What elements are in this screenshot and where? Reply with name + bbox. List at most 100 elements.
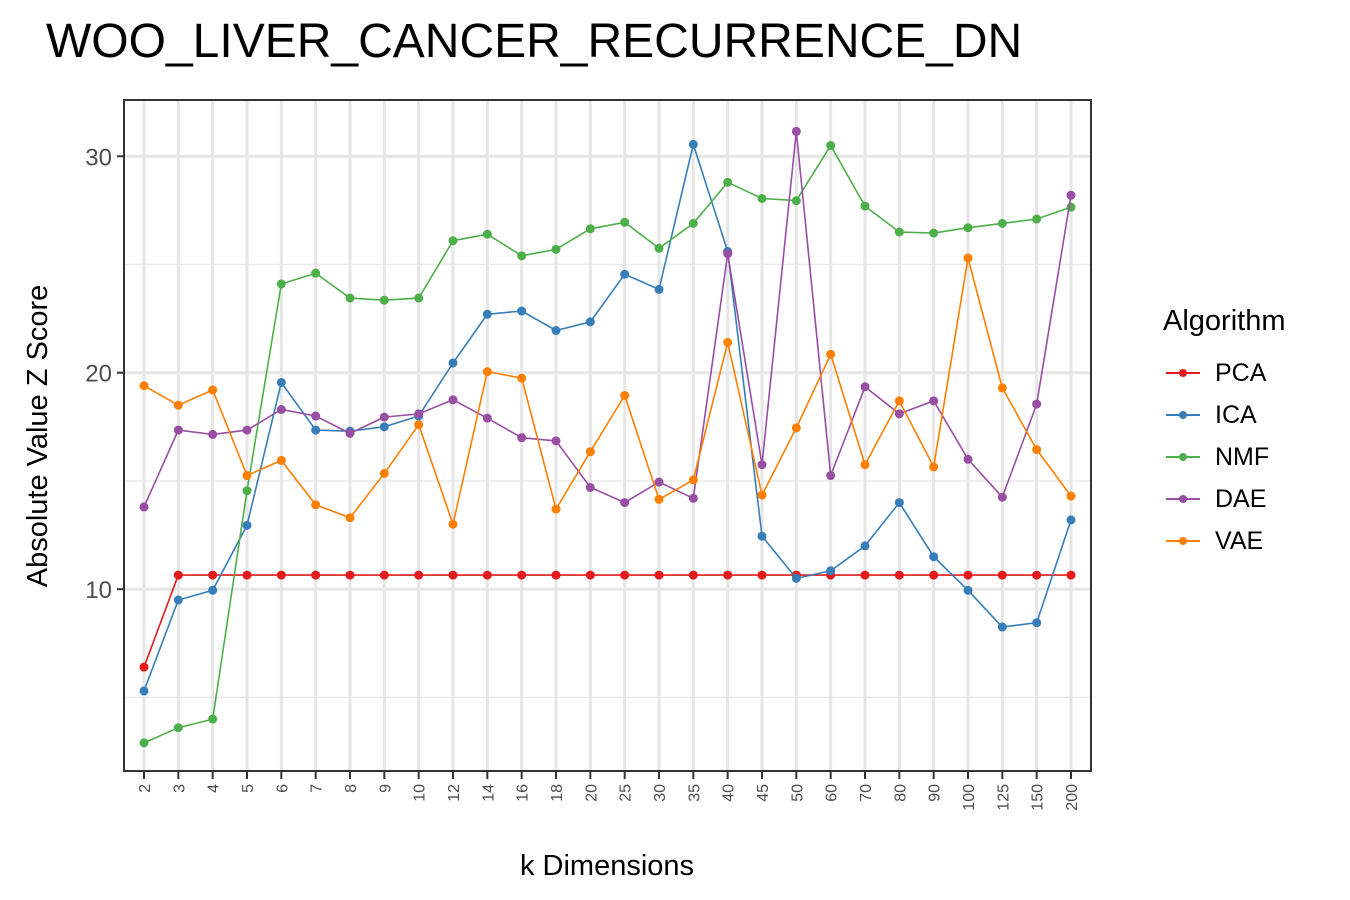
ica-point [276, 377, 286, 387]
nmf-point [482, 229, 492, 239]
vae-point [311, 500, 321, 510]
pca-point [963, 570, 973, 580]
pca-point [585, 570, 595, 580]
legend-label-nmf: NMF [1215, 442, 1270, 471]
ica-point [208, 585, 218, 595]
pca-point [173, 570, 183, 580]
dae-point [517, 433, 527, 443]
legend-key-dae [1163, 489, 1203, 509]
legend: Algorithm PCA ICA NMF DAE VAE [1163, 305, 1286, 562]
ica-point [688, 139, 698, 149]
nmf-point [723, 177, 733, 187]
pca-point [208, 570, 218, 580]
nmf-point [620, 217, 630, 227]
legend-key-ica [1163, 405, 1203, 425]
vae-point [448, 519, 458, 529]
x-tick-label: 70 [858, 784, 875, 802]
dae-point [482, 413, 492, 423]
pca-point [517, 570, 527, 580]
nmf-point [791, 196, 801, 206]
legend-label-dae: DAE [1215, 484, 1267, 513]
dae-point [345, 428, 355, 438]
dae-point [208, 429, 218, 439]
dae-line [143, 131, 1072, 508]
dae-point [723, 249, 733, 259]
nmf-point [894, 227, 904, 237]
x-tick-label: 3 [171, 784, 188, 793]
pca-point [345, 570, 355, 580]
ica-point [963, 585, 973, 595]
dae-point [688, 493, 698, 503]
series-vae [139, 253, 1076, 529]
dae-point [448, 395, 458, 405]
legend-key-nmf [1163, 447, 1203, 467]
series-pca [139, 570, 1076, 672]
vae-point [1066, 491, 1076, 501]
legend-title: Algorithm [1163, 305, 1286, 337]
nmf-point [585, 224, 595, 234]
vae-point [551, 504, 561, 514]
legend-item-ica: ICA [1163, 394, 1286, 436]
ica-point [517, 306, 527, 316]
x-tick-label: 60 [824, 784, 841, 802]
legend-label-pca: PCA [1215, 358, 1267, 387]
legend-label-vae: VAE [1215, 526, 1264, 555]
ica-point [894, 498, 904, 508]
ica-point [929, 552, 939, 562]
grid-layer [124, 100, 1091, 771]
pca-point [620, 570, 630, 580]
dae-point [276, 405, 286, 415]
series-nmf [139, 140, 1076, 748]
nmf-point [276, 279, 286, 289]
nmf-point [139, 738, 149, 748]
pca-point [654, 570, 664, 580]
vae-point [826, 349, 836, 359]
ica-point [1066, 515, 1076, 525]
vae-point [517, 373, 527, 383]
x-tick-label: 10 [412, 784, 429, 802]
vae-point [620, 390, 630, 400]
legend-item-pca: PCA [1163, 352, 1286, 394]
x-tick-label: 30 [652, 784, 669, 802]
ica-point [791, 573, 801, 583]
dae-point [894, 409, 904, 419]
pca-point [894, 570, 904, 580]
vae-point [688, 475, 698, 485]
nmf-point [860, 201, 870, 211]
legend-item-nmf: NMF [1163, 436, 1286, 478]
nmf-point [963, 223, 973, 233]
ica-point [1032, 618, 1042, 628]
vae-point [997, 383, 1007, 393]
pca-point [723, 570, 733, 580]
vae-point [585, 447, 595, 457]
legend-item-dae: DAE [1163, 478, 1286, 520]
nmf-point [242, 486, 252, 496]
pca-point [757, 570, 767, 580]
vae-point [345, 513, 355, 523]
x-tick-label: 9 [377, 784, 394, 793]
vae-point [242, 471, 252, 481]
ica-point [242, 520, 252, 530]
dae-point [139, 502, 149, 512]
ica-point [757, 531, 767, 541]
pca-point [1032, 570, 1042, 580]
legend-key-vae [1163, 531, 1203, 551]
x-tick-label: 8 [343, 784, 360, 793]
x-tick-label: 18 [549, 784, 566, 802]
vae-point [173, 400, 183, 410]
vae-point [894, 396, 904, 406]
x-tick-label: 6 [274, 784, 291, 793]
ica-point [139, 686, 149, 696]
nmf-point [997, 218, 1007, 228]
dae-point [860, 382, 870, 392]
y-tick-label: 20 [85, 361, 112, 388]
x-tick-label: 35 [686, 784, 703, 802]
pca-point [997, 570, 1007, 580]
nmf-point [208, 714, 218, 724]
series-dae [139, 126, 1076, 512]
dae-point [1066, 190, 1076, 200]
y-axis-title: Absolute Value Z Score [22, 285, 54, 588]
x-tick-label: 100 [961, 784, 978, 811]
